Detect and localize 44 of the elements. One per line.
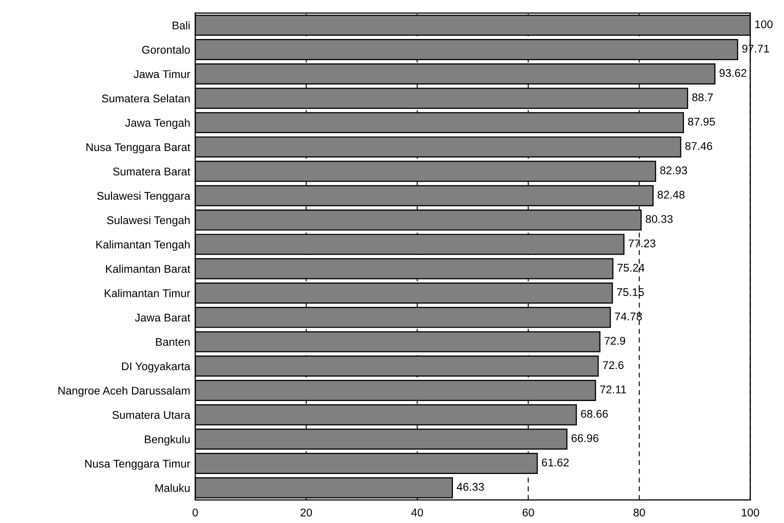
- data-label: 87.95: [688, 118, 715, 126]
- y-tick-label: Kalimantan Barat: [106, 264, 190, 273]
- x-tick-label: 80: [634, 508, 646, 516]
- y-tick-label: Sumatera Utara: [112, 411, 190, 419]
- y-tick-label: Maluku: [155, 484, 190, 492]
- x-tick-label: 40: [411, 508, 423, 516]
- data-label: 80.33: [646, 215, 673, 223]
- y-tick-label: Banten: [156, 338, 190, 346]
- x-tick-label: 20: [300, 508, 312, 516]
- data-label: 66.96: [572, 434, 598, 442]
- data-label: 100: [755, 20, 773, 28]
- data-label: 61.62: [542, 458, 569, 466]
- y-tick-label: Sulawesi Tenggara: [97, 192, 190, 202]
- y-tick-label: DI Yogyakarta: [122, 362, 190, 372]
- data-label: 74.78: [615, 312, 642, 320]
- y-tick-label: Gorontalo: [142, 46, 190, 54]
- data-label: 75.24: [618, 264, 644, 272]
- data-label: 87.46: [685, 142, 712, 150]
- y-tick-label: Jawa Barat: [134, 314, 190, 322]
- data-label: 72.9: [604, 336, 626, 345]
- y-tick-label: Kalimantan Timur: [104, 289, 190, 298]
- y-tick-label: Nangroe Aceh Darussalam: [58, 386, 190, 397]
- y-tick-label: Jawa Timur: [134, 70, 190, 78]
- y-tick-label: Sumatera Barat: [113, 168, 190, 176]
- y-tick-label: Bali: [172, 21, 190, 30]
- y-tick-label: Bengkulu: [144, 435, 190, 446]
- x-tick-label: 100: [742, 508, 760, 516]
- data-label: 75.15: [617, 288, 644, 296]
- y-tick-label: Nusa Tenggara Barat: [86, 143, 190, 154]
- y-tick-label: Nusa Tenggara Timur: [85, 459, 190, 470]
- data-label: 68.66: [581, 410, 608, 418]
- data-label: 46.33: [456, 482, 484, 491]
- x-tick-label: 0: [192, 508, 198, 516]
- data-label: 72.6: [602, 361, 624, 370]
- x-tick-label: 60: [522, 508, 534, 516]
- y-tick-label: Sumatera Selatan: [102, 94, 190, 102]
- y-tick-label: Kalimantan Tengah: [96, 240, 190, 251]
- data-label: 93.62: [720, 69, 746, 77]
- y-tick-label: Sulawesi Tengah: [107, 216, 190, 226]
- data-label: 82.93: [660, 166, 688, 174]
- data-label: 72.11: [600, 386, 626, 394]
- y-tick-label: Jawa Tengah: [125, 118, 190, 129]
- data-label: 82.48: [658, 190, 685, 199]
- data-label: 88.7: [692, 93, 713, 102]
